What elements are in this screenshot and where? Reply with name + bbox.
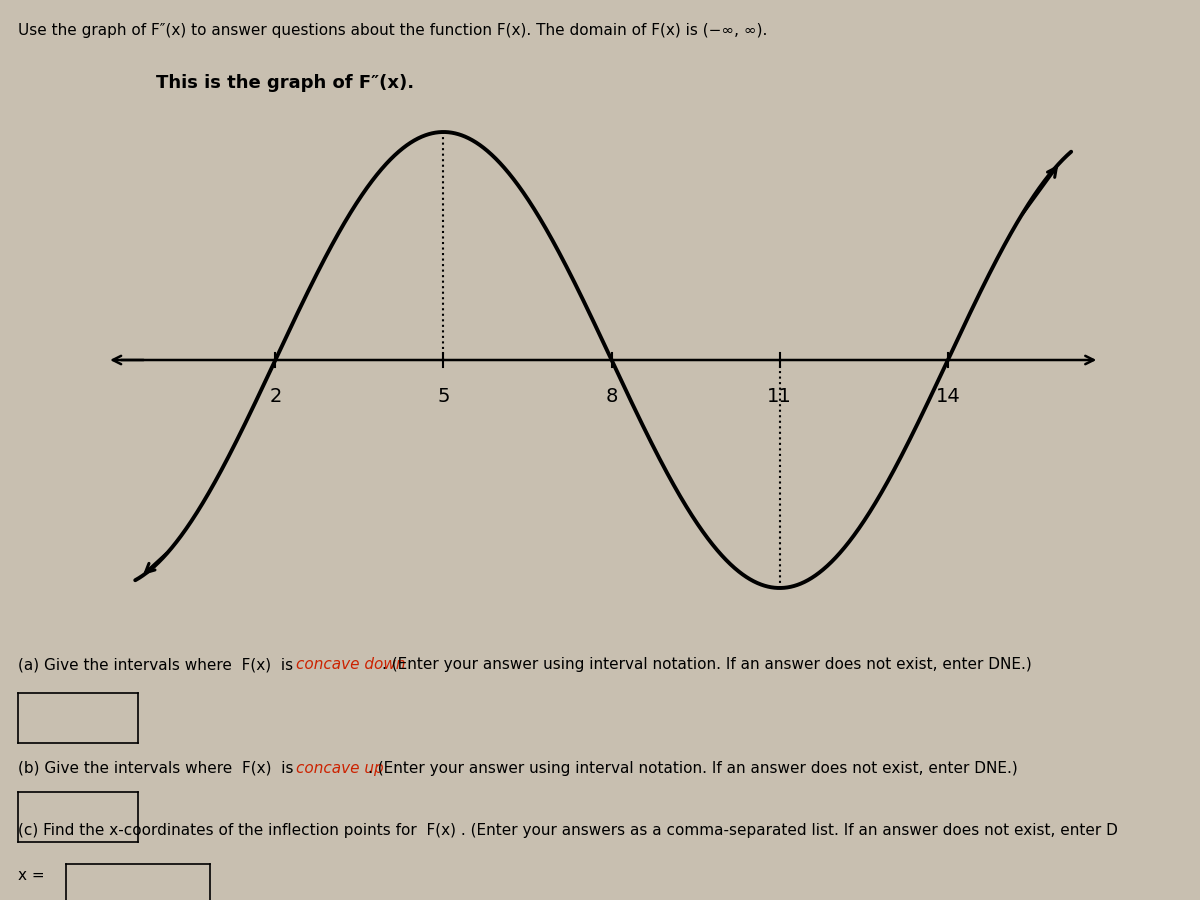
Text: concave up: concave up	[296, 760, 384, 776]
Text: concave down: concave down	[296, 657, 406, 672]
Text: 14: 14	[936, 387, 960, 406]
Text: 2: 2	[269, 387, 282, 406]
Text: 8: 8	[606, 387, 618, 406]
Text: (a) Give the intervals where  F(x)  is: (a) Give the intervals where F(x) is	[18, 657, 298, 672]
Text: 11: 11	[767, 387, 792, 406]
Text: . (Enter your answer using interval notation. If an answer does not exist, enter: . (Enter your answer using interval nota…	[368, 760, 1018, 776]
Text: 5: 5	[437, 387, 450, 406]
Text: This is the graph of F″(x).: This is the graph of F″(x).	[156, 74, 414, 92]
Text: (c) Find the x-coordinates of the inflection points for  F(x) . (Enter your answ: (c) Find the x-coordinates of the inflec…	[18, 824, 1118, 839]
Text: (b) Give the intervals where  F(x)  is: (b) Give the intervals where F(x) is	[18, 760, 299, 776]
Text: Use the graph of F″(x) to answer questions about the function F(x). The domain o: Use the graph of F″(x) to answer questio…	[18, 22, 767, 38]
Text: x =: x =	[18, 868, 44, 884]
Text: . (Enter your answer using interval notation. If an answer does not exist, enter: . (Enter your answer using interval nota…	[382, 657, 1032, 672]
